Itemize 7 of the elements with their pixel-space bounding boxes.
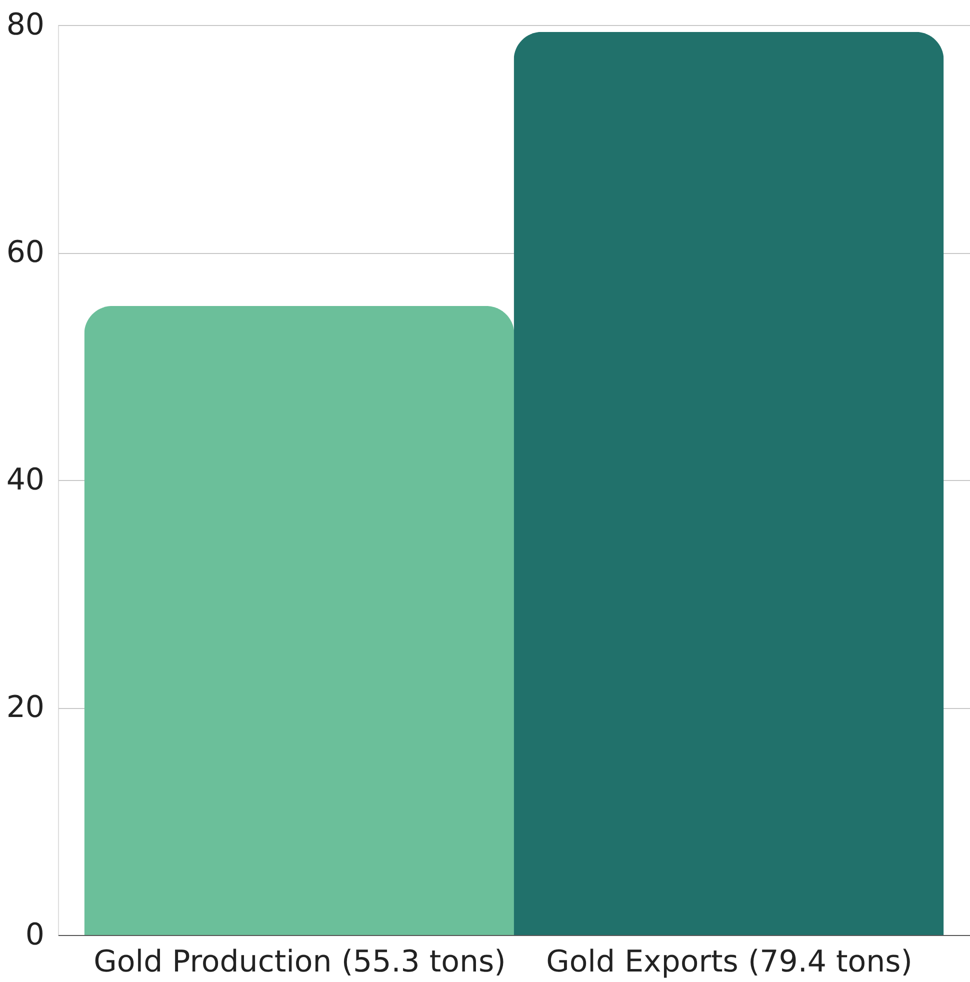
y-tick-label: 20 [6,690,44,725]
x-tick-label: Gold Exports (79.4 tons) [546,944,912,980]
y-tick-label: 60 [6,235,44,270]
y-tick-label: 40 [6,462,44,498]
y-tick-label: 0 [25,918,44,952]
x-tick-label: Gold Production (55.3 tons) [94,944,506,980]
y-tick-label: 80 [6,8,44,42]
